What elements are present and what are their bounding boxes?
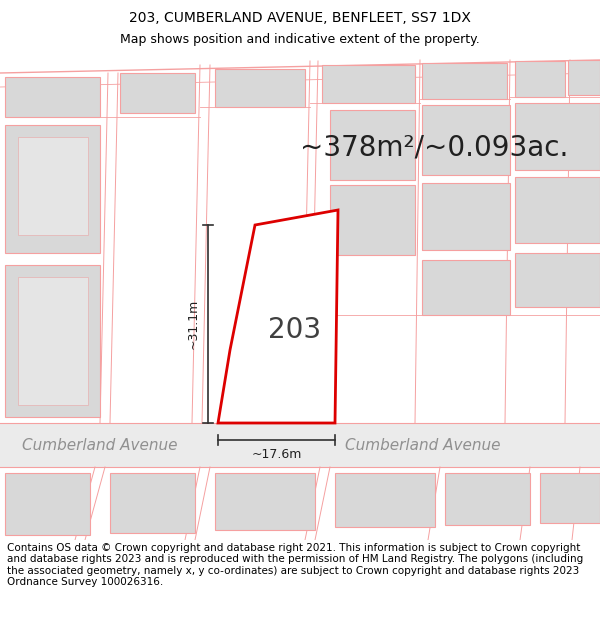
- Bar: [515, 61, 565, 97]
- Bar: [515, 253, 600, 307]
- Bar: [515, 103, 600, 170]
- Text: ~378m²/~0.093ac.: ~378m²/~0.093ac.: [300, 133, 568, 161]
- Bar: [110, 473, 195, 533]
- Text: Contains OS data © Crown copyright and database right 2021. This information is : Contains OS data © Crown copyright and d…: [7, 542, 583, 588]
- Bar: [335, 473, 435, 527]
- Bar: [5, 473, 90, 535]
- Bar: [5, 77, 100, 117]
- Bar: [445, 473, 530, 525]
- Bar: [120, 73, 195, 113]
- Bar: [5, 125, 100, 253]
- Bar: [422, 105, 510, 175]
- Bar: [0, 423, 600, 467]
- Bar: [5, 265, 100, 417]
- Polygon shape: [218, 210, 338, 423]
- Text: 203, CUMBERLAND AVENUE, BENFLEET, SS7 1DX: 203, CUMBERLAND AVENUE, BENFLEET, SS7 1D…: [129, 11, 471, 24]
- Bar: [330, 185, 415, 255]
- Bar: [515, 177, 600, 243]
- Bar: [422, 63, 507, 99]
- Bar: [18, 277, 88, 405]
- Bar: [540, 473, 600, 523]
- Text: 203: 203: [268, 316, 322, 344]
- Text: ~17.6m: ~17.6m: [251, 448, 302, 461]
- Text: Cumberland Avenue: Cumberland Avenue: [345, 438, 500, 452]
- Bar: [215, 69, 305, 107]
- Text: ~31.1m: ~31.1m: [187, 299, 200, 349]
- Bar: [568, 60, 600, 95]
- Bar: [18, 137, 88, 235]
- Text: Map shows position and indicative extent of the property.: Map shows position and indicative extent…: [120, 33, 480, 46]
- Bar: [422, 183, 510, 250]
- Bar: [215, 473, 315, 530]
- Text: Cumberland Avenue: Cumberland Avenue: [22, 438, 178, 452]
- Bar: [322, 65, 415, 103]
- Bar: [330, 110, 415, 180]
- Bar: [422, 260, 510, 315]
